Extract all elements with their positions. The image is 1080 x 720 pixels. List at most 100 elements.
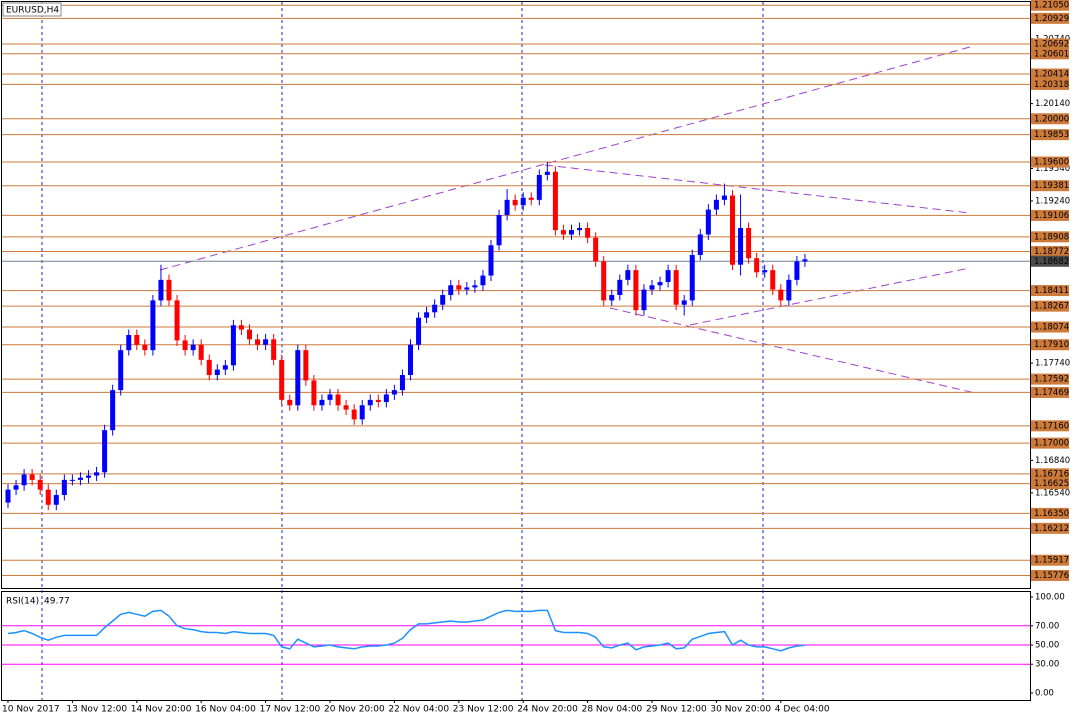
candle-body xyxy=(198,344,204,360)
chart-title: EURUSD,H4 xyxy=(6,6,59,16)
x-tick-label: 22 Nov 04:00 xyxy=(388,705,449,715)
level-label: 1.18908 xyxy=(1034,232,1069,242)
candle-body xyxy=(118,350,124,391)
level-label-box xyxy=(1031,129,1069,141)
candle-body xyxy=(504,199,510,215)
candle-body xyxy=(641,289,647,311)
level-label-box xyxy=(1031,209,1069,221)
level-label: 1.17910 xyxy=(1034,340,1069,350)
candle-body xyxy=(577,227,583,231)
candle-body xyxy=(230,325,236,366)
candle-body xyxy=(166,279,172,301)
candle-body xyxy=(69,479,75,481)
candle-body xyxy=(255,339,261,345)
candle-body xyxy=(214,369,220,376)
level-label: 1.21050 xyxy=(1034,1,1069,11)
y-tick-label: 1.20140 xyxy=(1035,99,1070,109)
trend-line xyxy=(159,46,971,271)
candle-body xyxy=(327,394,333,400)
candle-body xyxy=(61,479,67,496)
candle-body xyxy=(222,365,228,370)
candle-body xyxy=(319,399,325,406)
candle-body xyxy=(206,359,212,376)
rsi-line xyxy=(7,609,806,652)
candle-body xyxy=(13,485,19,490)
level-label: 1.18411 xyxy=(1034,286,1069,296)
candle-body xyxy=(182,340,188,351)
candle-body xyxy=(37,479,43,490)
rsi-tick-label: 50.00 xyxy=(1035,641,1059,651)
candle-body xyxy=(649,285,655,290)
candle-body xyxy=(601,261,607,301)
candle-body xyxy=(802,259,808,262)
level-label: 1.17592 xyxy=(1034,375,1069,385)
candle-body xyxy=(786,279,792,301)
level-label-box xyxy=(1031,420,1069,432)
candle-body xyxy=(472,285,478,288)
candle-body xyxy=(448,285,454,295)
level-label: 1.16716 xyxy=(1034,469,1069,479)
trend-line xyxy=(689,267,971,326)
level-label: 1.18267 xyxy=(1034,302,1069,312)
candle-body xyxy=(174,300,180,341)
x-tick-label: 13 Nov 12:00 xyxy=(66,705,127,715)
x-tick-label: 10 Nov 2017 xyxy=(2,705,60,715)
candle-body xyxy=(633,270,639,311)
level-label: 1.16625 xyxy=(1034,479,1069,489)
rsi-tick-label: 0.00 xyxy=(1035,689,1054,699)
candle-body xyxy=(432,304,438,313)
candle-body xyxy=(134,335,140,345)
candle-body xyxy=(762,270,768,273)
current-price-label: 1.18682 xyxy=(1034,257,1069,267)
level-label: 1.18772 xyxy=(1034,247,1069,257)
level-label-box xyxy=(1031,321,1069,333)
level-label-box xyxy=(1031,373,1069,385)
level-label-box xyxy=(1031,300,1069,312)
candle-body xyxy=(689,254,695,301)
candle-body xyxy=(391,390,397,395)
candle-body xyxy=(86,475,91,478)
candle-body xyxy=(697,234,703,255)
level-label-box xyxy=(1031,478,1069,490)
candle-body xyxy=(399,375,405,391)
candle-body xyxy=(625,270,631,280)
candle-body xyxy=(488,245,494,276)
y-tick-label: 1.17740 xyxy=(1035,359,1070,369)
current-price-box xyxy=(1031,255,1069,267)
candle-body xyxy=(287,399,293,406)
level-label-box xyxy=(1031,113,1069,125)
level-label-box xyxy=(1031,554,1069,566)
level-label: 1.16350 xyxy=(1034,509,1069,519)
candle-body xyxy=(295,350,301,406)
level-label: 1.20318 xyxy=(1034,80,1069,90)
candle-body xyxy=(665,270,671,283)
candle-body xyxy=(730,195,735,265)
candle-body xyxy=(512,199,518,206)
candle-body xyxy=(279,359,285,400)
x-tick-label: 28 Nov 04:00 xyxy=(582,705,643,715)
candle-body xyxy=(705,209,711,235)
candle-body xyxy=(238,325,244,330)
rsi-tick-label: 70.00 xyxy=(1035,621,1059,631)
candle-body xyxy=(496,214,502,246)
candle-body xyxy=(746,227,752,259)
level-label: 1.20414 xyxy=(1034,70,1069,80)
x-tick-label: 29 Nov 12:00 xyxy=(646,705,707,715)
candle-body xyxy=(713,199,719,210)
level-label-box xyxy=(1031,569,1069,581)
level-label-box xyxy=(1031,468,1069,480)
y-tick-label: 1.19240 xyxy=(1035,196,1070,206)
candle-body xyxy=(617,279,623,295)
level-label: 1.19106 xyxy=(1034,211,1069,221)
candle-body xyxy=(464,287,470,290)
x-tick-label: 16 Nov 04:00 xyxy=(195,705,256,715)
candle-body xyxy=(247,329,252,340)
level-label-box xyxy=(1031,339,1069,351)
y-tick-label: 1.19540 xyxy=(1035,164,1070,174)
level-label-box xyxy=(1031,12,1069,24)
level-label: 1.17000 xyxy=(1034,439,1069,449)
candle-body xyxy=(53,495,59,505)
candle-body xyxy=(536,174,542,200)
candle-body xyxy=(408,344,413,376)
